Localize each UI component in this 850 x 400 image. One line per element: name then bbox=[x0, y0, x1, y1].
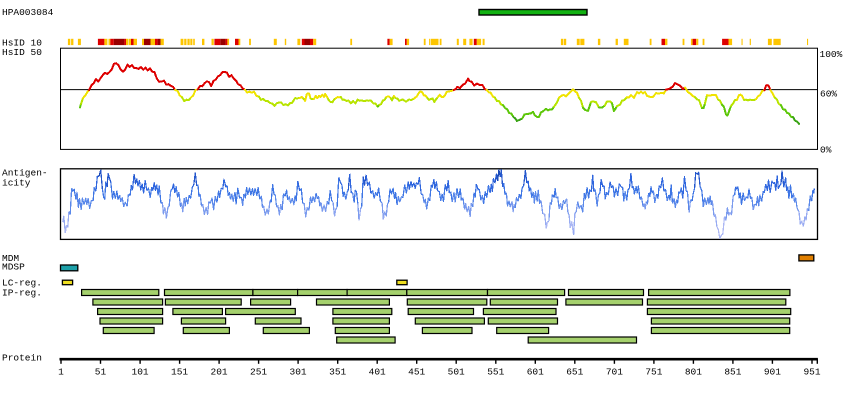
svg-text:501: 501 bbox=[448, 367, 465, 378]
svg-text:151: 151 bbox=[171, 367, 188, 378]
svg-text:651: 651 bbox=[566, 367, 583, 378]
svg-text:HsID 10: HsID 10 bbox=[2, 37, 42, 48]
svg-text:701: 701 bbox=[606, 367, 623, 378]
svg-text:MDSP: MDSP bbox=[2, 262, 25, 273]
svg-text:801: 801 bbox=[685, 367, 702, 378]
svg-text:601: 601 bbox=[527, 367, 544, 378]
svg-text:301: 301 bbox=[290, 367, 307, 378]
svg-text:251: 251 bbox=[250, 367, 267, 378]
svg-text:1: 1 bbox=[58, 367, 64, 378]
svg-text:51: 51 bbox=[95, 367, 107, 378]
svg-text:LC-reg.: LC-reg. bbox=[2, 278, 42, 289]
svg-text:60%: 60% bbox=[820, 89, 837, 100]
svg-text:201: 201 bbox=[211, 367, 228, 378]
svg-text:551: 551 bbox=[487, 367, 504, 378]
svg-text:451: 451 bbox=[408, 367, 425, 378]
svg-text:icity: icity bbox=[2, 178, 31, 189]
svg-text:401: 401 bbox=[369, 367, 386, 378]
svg-text:Antigen-: Antigen- bbox=[2, 168, 48, 179]
svg-text:101: 101 bbox=[132, 367, 149, 378]
svg-text:0%: 0% bbox=[820, 145, 832, 156]
svg-text:HPA003084: HPA003084 bbox=[2, 7, 54, 18]
svg-text:IP-reg.: IP-reg. bbox=[2, 288, 42, 299]
svg-text:951: 951 bbox=[803, 367, 820, 378]
svg-text:901: 901 bbox=[764, 367, 781, 378]
svg-text:351: 351 bbox=[329, 367, 346, 378]
svg-text:MDM: MDM bbox=[2, 253, 19, 264]
svg-text:Protein: Protein bbox=[2, 352, 42, 363]
svg-text:HsID 50: HsID 50 bbox=[2, 47, 42, 58]
svg-text:751: 751 bbox=[645, 367, 662, 378]
svg-text:100%: 100% bbox=[820, 49, 843, 60]
svg-text:851: 851 bbox=[724, 367, 741, 378]
